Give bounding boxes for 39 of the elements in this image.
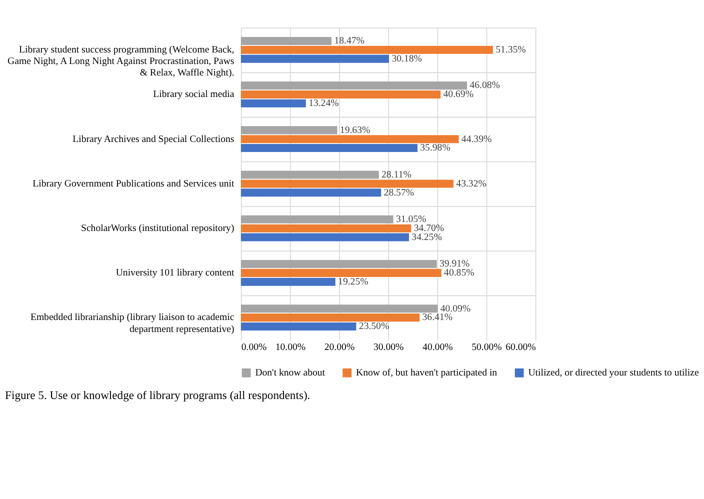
data-label: 30.18% [392, 53, 422, 64]
y-tick-label: Library social media [153, 89, 235, 100]
x-tick-label: 50.00% [472, 342, 502, 354]
x-tick-label: 30.00% [373, 342, 404, 354]
x-tick-label: 40.00% [422, 342, 453, 354]
y-tick-label: University 101 library content [116, 268, 234, 279]
y-tick-label: Library Archives and Special Collections [72, 134, 234, 145]
data-label: 18.47% [334, 36, 364, 47]
x-tick-label: 0.00% [241, 342, 267, 354]
x-tick-label: 60.00% [506, 342, 536, 354]
caption: Figure 5. Use or knowledge of library programs (all respondents). [5, 388, 310, 402]
data-label: 34.25% [412, 232, 442, 243]
data-label: 31.05% [396, 214, 426, 226]
data-label: 28.11% [382, 169, 412, 180]
data-label: 35.98% [420, 142, 450, 154]
data-label: 36.41% [422, 312, 452, 324]
legend-label: Don't know about [255, 368, 326, 379]
data-label: 44.39% [461, 134, 492, 145]
data-label: 28.57% [384, 187, 414, 198]
y-tick-label: Embedded librarianship (library liaison to academic department representative) [30, 312, 235, 335]
x-tick-label: 20.00% [324, 342, 355, 354]
data-label: 46.08% [470, 80, 500, 92]
data-label: 51.35% [496, 44, 526, 56]
data-label: 39.91% [439, 258, 470, 270]
legend-label: Utilized, or directed your students to utilize [528, 368, 700, 379]
x-tick-label: 10.00% [275, 342, 306, 354]
data-label: 23.50% [358, 321, 390, 332]
y-tick-label: Library Government Publications and Services unit [32, 178, 234, 190]
data-label: 43.32% [456, 178, 486, 190]
data-label: 40.09% [440, 303, 471, 314]
legend-label: Know of, but haven't participated in [356, 368, 498, 379]
data-label: 40.69% [443, 89, 474, 100]
data-label: 13.24% [308, 98, 339, 110]
data-label: 40.85% [444, 268, 474, 279]
y-tick-label: Library student success programming (Welcome Back, Game Night, A Long Night Against Procrastination, Paws & Relax, Waffle Night). [8, 44, 234, 79]
y-tick-label: ScholarWorks (institutional repository) [81, 223, 234, 234]
data-label: 19.25% [338, 276, 368, 288]
data-label: 19.63% [340, 124, 370, 136]
data-label: 34.70% [414, 223, 444, 234]
